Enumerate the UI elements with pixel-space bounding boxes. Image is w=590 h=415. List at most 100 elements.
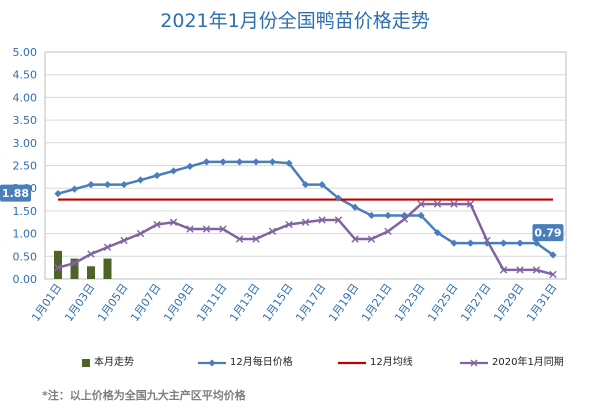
data-point <box>169 167 178 175</box>
legend-swatch <box>198 359 226 367</box>
data-point <box>450 200 458 208</box>
y-tick-label: 3.50 <box>13 114 38 127</box>
x-tick-label: 1月25日 <box>425 281 460 324</box>
bar <box>103 258 112 279</box>
data-label-box <box>532 224 564 242</box>
x-tick-label: 1月13日 <box>227 281 262 324</box>
x-tick-label: 1月23日 <box>392 281 427 324</box>
data-point <box>466 200 475 208</box>
data-point <box>136 229 145 238</box>
data-point <box>351 203 359 211</box>
data-point <box>351 235 359 243</box>
x-tick-label: 1月05日 <box>95 281 130 324</box>
chart-title: 2021年1月份全国鸭苗价格走势 <box>160 10 430 32</box>
data-point <box>450 239 458 247</box>
data-point <box>87 180 95 189</box>
y-tick-label: 0.50 <box>13 250 38 263</box>
data-point <box>136 176 145 184</box>
data-point <box>483 236 491 245</box>
data-point <box>169 218 178 226</box>
data-point <box>186 225 194 233</box>
data-point <box>417 200 425 208</box>
data-point <box>103 180 112 189</box>
data-point <box>252 158 260 166</box>
legend-swatch <box>460 359 488 367</box>
data-point <box>285 159 293 167</box>
data-point <box>384 227 392 236</box>
x-tick-label: 1月19日 <box>326 281 361 324</box>
data-point <box>153 171 161 180</box>
bar <box>70 258 79 279</box>
data-point <box>120 180 128 189</box>
data-point <box>318 180 326 189</box>
legend-label: 2020年1月同期 <box>492 357 564 368</box>
plot-area-border <box>44 51 567 280</box>
data-point <box>219 225 227 233</box>
data-point <box>549 251 557 259</box>
data-point <box>202 158 211 166</box>
x-tick-label: 1月17日 <box>293 281 328 324</box>
data-point <box>549 270 557 279</box>
data-point <box>54 190 62 198</box>
data-point <box>367 211 376 220</box>
x-tick-label: 1月01日 <box>29 281 64 324</box>
x-tick-label: 1月07日 <box>128 281 163 324</box>
y-tick-label: 5.00 <box>13 46 38 59</box>
data-point <box>285 220 293 229</box>
data-point <box>301 218 310 226</box>
data-point <box>301 180 310 189</box>
x-tick-label: 1月29日 <box>491 281 526 324</box>
y-tick-label: 4.00 <box>13 91 38 104</box>
data-point <box>87 250 95 258</box>
x-tick-label: 1月27日 <box>458 281 493 324</box>
data-point <box>202 225 211 233</box>
data-point <box>120 236 128 245</box>
y-tick-label: 0.00 <box>13 273 38 286</box>
y-tick-label: 1.50 <box>13 205 38 218</box>
data-point <box>268 227 277 236</box>
legend-swatch <box>338 361 366 365</box>
y-tick-label: 4.50 <box>13 69 38 82</box>
data-point <box>516 266 524 274</box>
chart-legend: 本月走势 12月每日价格 12月均线 2020年1月同期 <box>0 356 590 370</box>
y-tick-label: 1.00 <box>13 228 38 241</box>
legend-label: 12月均线 <box>370 357 413 368</box>
legend-swatch <box>82 359 90 367</box>
data-label: 0.79 <box>534 227 561 240</box>
chart-note: *注：以上价格为全国九大主产区平均价格 <box>42 389 246 402</box>
legend-label: 12月每日价格 <box>230 357 293 368</box>
data-point <box>400 215 409 223</box>
data-point <box>499 266 508 274</box>
data-point <box>384 211 392 220</box>
data-point <box>334 216 343 224</box>
data-point <box>268 158 277 166</box>
x-tick-label: 1月15日 <box>260 281 295 324</box>
data-point <box>235 235 244 243</box>
data-point <box>532 266 541 274</box>
series-line <box>57 160 554 256</box>
data-point <box>318 216 326 224</box>
data-point <box>433 200 442 208</box>
data-point <box>466 239 475 247</box>
data-point <box>186 162 194 171</box>
x-tick-label: 1月21日 <box>359 281 394 324</box>
data-point <box>532 239 541 247</box>
data-point <box>219 158 227 166</box>
data-point <box>103 243 112 251</box>
data-point <box>334 194 343 202</box>
x-tick-label: 1月09日 <box>161 281 196 324</box>
x-tick-label: 1月11日 <box>194 281 229 324</box>
y-tick-label: 2.50 <box>13 160 38 173</box>
data-point <box>499 239 508 247</box>
data-point <box>235 158 244 166</box>
data-label: 1.88 <box>2 187 29 200</box>
data-point <box>516 239 524 247</box>
data-point <box>417 211 425 220</box>
x-tick-label: 1月31日 <box>524 281 559 324</box>
data-point <box>367 235 376 243</box>
y-tick-label: 3.00 <box>13 137 38 150</box>
series-line <box>57 202 554 276</box>
x-tick-label: 1月03日 <box>62 281 97 324</box>
data-point <box>54 263 62 272</box>
